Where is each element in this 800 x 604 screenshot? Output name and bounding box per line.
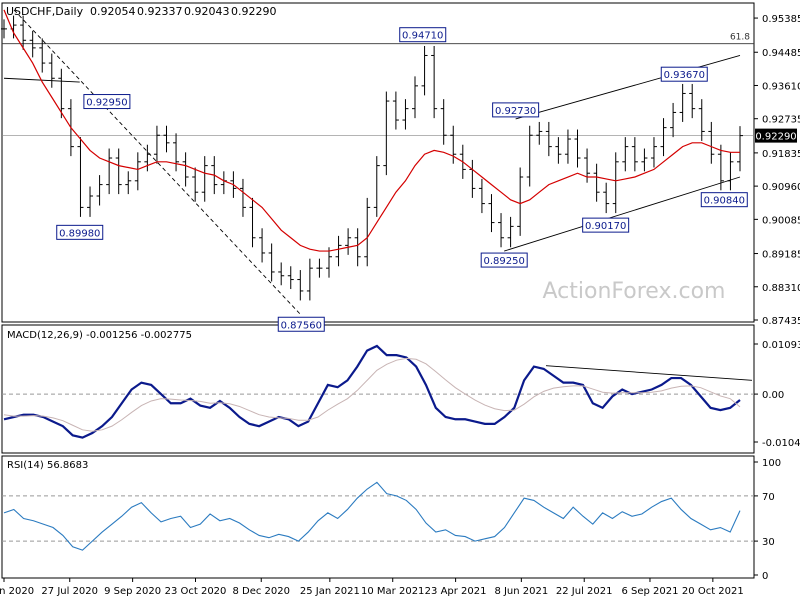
x-tick-label: 23 Oct 2020: [165, 586, 227, 597]
price-y-tick-label: 0.91835: [762, 149, 800, 160]
x-tick-label: 25 Jan 2021: [300, 586, 360, 597]
watermark: ActionForex.com: [543, 279, 726, 304]
price-y-tick-label: 0.90085: [762, 215, 800, 226]
price-annotation-label: 0.92730: [495, 106, 536, 117]
price-annotation-label: 0.89250: [484, 256, 525, 267]
macd-divergence-line: [545, 365, 753, 381]
macd-panel-frame: [1, 324, 755, 454]
macd-title: MACD(12,26,9) -0.001256 -0.002775: [7, 330, 192, 341]
price-annotation-label: 0.90840: [704, 196, 745, 207]
price-y-tick-label: 0.90960: [762, 182, 800, 193]
price-annotation-box: [83, 94, 131, 110]
price-y-tick-label: 0.89185: [762, 250, 800, 261]
x-tick-label: 20 Oct 2021: [682, 586, 744, 597]
current-price-label: 0.92290: [755, 132, 796, 143]
macd-y-tick-label: 0.010935: [762, 340, 800, 351]
price-annotation-box: [660, 66, 708, 82]
sma-line: [3, 9, 740, 252]
macd-y-tick-label: 0.00: [762, 390, 784, 401]
x-tick-label: 27 Jul 2020: [41, 586, 98, 597]
symbol-label: USDCHF,Daily: [6, 5, 84, 18]
price-annotation-label: 0.90170: [585, 221, 626, 232]
price-annotation-label: 0.93670: [664, 70, 705, 81]
macd-signal-line: [3, 357, 741, 432]
x-tick-label: 8 Jun 2021: [494, 586, 548, 597]
open-value: 0.92054: [90, 5, 136, 18]
rsi-line: [3, 481, 741, 551]
price-header: USDCHF,Daily 0.92054 0.92337 0.92043 0.9…: [6, 5, 277, 18]
price-annotation-box: [700, 192, 748, 208]
x-tick-label: 8 Dec 2020: [232, 586, 290, 597]
price-y-tick-label: 0.87435: [762, 316, 800, 327]
x-tick-label: 11 Jun 2020: [0, 586, 34, 597]
close-value: 0.92290: [231, 5, 277, 18]
price-y-tick-label: 0.92735: [762, 115, 800, 126]
rsi-y-tick-label: 70: [762, 492, 775, 503]
rsi-title: RSI(14) 56.8683: [7, 460, 88, 471]
rsi-y-tick-label: 100: [762, 458, 781, 469]
price-annotation-box: [56, 224, 104, 240]
rsi-panel-frame: [1, 455, 755, 579]
price-annotation-label: 0.92950: [86, 98, 127, 109]
fib-level-label: 61.8: [730, 33, 750, 43]
price-annotation-box: [492, 102, 540, 118]
high-value: 0.92337: [137, 5, 183, 18]
channel-upper-line: [515, 55, 741, 120]
price-y-tick-label: 0.94485: [762, 48, 800, 59]
price-y-tick-label: 0.95385: [762, 14, 800, 25]
x-tick-label: 6 Sep 2021: [621, 586, 678, 597]
price-annotation-label: 0.89980: [59, 228, 100, 239]
price-annotation-label: 0.94710: [402, 31, 443, 42]
price-y-tick-label: 0.93610: [762, 81, 800, 92]
channel-lower-line: [504, 176, 741, 252]
price-annotation-box: [582, 217, 630, 233]
rsi-y-tick-label: 30: [762, 537, 775, 548]
x-tick-label: 10 Mar 2021: [361, 586, 424, 597]
x-tick-label: 9 Sep 2020: [104, 586, 161, 597]
price-annotation-label: 0.87560: [281, 320, 322, 331]
price-y-tick-label: 0.88310: [762, 283, 800, 294]
price-annotation-box: [399, 27, 447, 43]
low-value: 0.92043: [184, 5, 230, 18]
x-tick-label: 22 Jul 2021: [556, 586, 613, 597]
price-panel-frame: [1, 2, 755, 323]
price-annotation-box: [277, 316, 325, 332]
price-annotation-box: [480, 252, 528, 268]
rsi-y-tick-label: 0: [762, 571, 768, 582]
current-price-box: [755, 128, 797, 143]
macd-y-tick-label: -0.010459: [762, 438, 800, 449]
x-tick-label: 23 Apr 2021: [425, 586, 487, 597]
